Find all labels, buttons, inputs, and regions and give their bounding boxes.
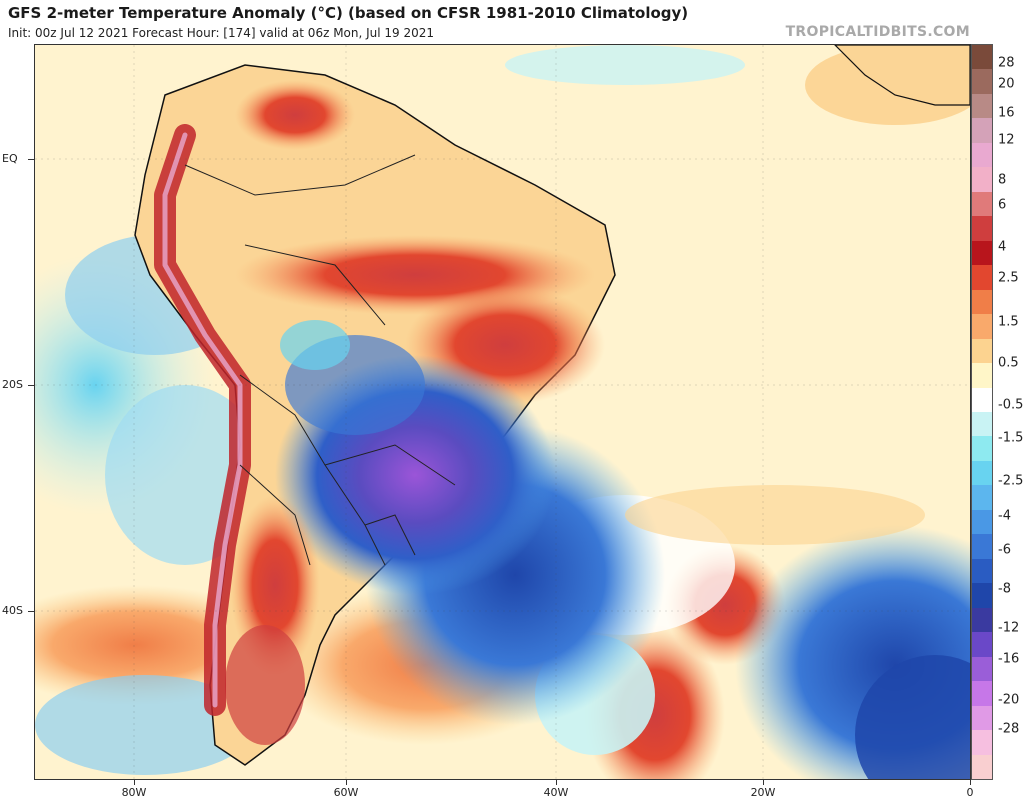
brand-watermark: TROPICALTIDBITS.COM <box>785 24 970 40</box>
legend-label: -8 <box>998 581 1011 597</box>
legend-swatch <box>972 656 992 682</box>
legend-label: 6 <box>998 197 1007 213</box>
lat-tick-eq <box>28 159 34 160</box>
lon-tick-40w <box>556 780 557 785</box>
color-legend <box>971 44 993 780</box>
legend-swatch <box>972 289 992 315</box>
lat-label-20s: 20S <box>2 378 23 391</box>
legend-swatch <box>972 460 992 486</box>
legend-label: 1.5 <box>998 314 1019 330</box>
legend-swatch <box>972 632 992 658</box>
graticule <box>35 45 970 779</box>
legend-swatch <box>972 216 992 242</box>
legend-swatch <box>972 387 992 413</box>
legend-swatch <box>972 436 992 462</box>
legend-swatch <box>972 534 992 560</box>
lat-tick-20s <box>28 385 34 386</box>
legend-label: 8 <box>998 172 1007 188</box>
lon-label-60w: 60W <box>333 786 359 799</box>
legend-swatch <box>972 45 992 70</box>
legend-swatch <box>972 167 992 193</box>
legend-swatch <box>972 607 992 633</box>
legend-label: 16 <box>998 105 1015 121</box>
lon-label-0: 0 <box>966 786 974 799</box>
lat-label-eq: EQ <box>2 152 18 165</box>
legend-swatch <box>972 558 992 584</box>
legend-label: -28 <box>998 721 1020 737</box>
legend-swatch <box>972 240 992 266</box>
legend-swatch <box>972 338 992 364</box>
lon-label-40w: 40W <box>543 786 569 799</box>
lat-label-40s: 40S <box>2 604 23 617</box>
lon-tick-0 <box>970 780 971 785</box>
anomaly-map <box>34 44 971 780</box>
legend-swatch <box>972 730 992 756</box>
map-subtitle: Init: 00z Jul 12 2021 Forecast Hour: [17… <box>8 26 435 40</box>
land-anomaly-fields <box>225 80 605 745</box>
lon-label-80w: 80W <box>121 786 147 799</box>
legend-label: -6 <box>998 542 1011 558</box>
legend-label: -16 <box>998 651 1020 667</box>
lon-tick-60w <box>346 780 347 785</box>
legend-label: 4 <box>998 239 1007 255</box>
legend-swatch <box>972 363 992 389</box>
legend-label: 12 <box>998 132 1015 148</box>
legend-swatch <box>972 681 992 707</box>
legend-swatch <box>972 583 992 609</box>
legend-label: 0.5 <box>998 355 1019 371</box>
legend-swatch <box>972 705 992 731</box>
legend-label: -4 <box>998 508 1011 524</box>
legend-swatch <box>972 485 992 511</box>
map-title: GFS 2-meter Temperature Anomaly (°C) (ba… <box>8 4 689 22</box>
legend-swatch <box>972 69 992 95</box>
africa-coast <box>834 45 970 106</box>
lon-label-20w: 20W <box>750 786 776 799</box>
lat-tick-40s <box>28 611 34 612</box>
legend-swatch <box>972 412 992 437</box>
legend-swatch <box>972 754 992 780</box>
legend-swatch <box>972 142 992 168</box>
legend-label: 2.5 <box>998 270 1019 286</box>
legend-label: -12 <box>998 620 1020 636</box>
legend-swatch <box>972 191 992 217</box>
lon-tick-80w <box>134 780 135 785</box>
legend-label: -1.5 <box>998 430 1024 446</box>
legend-label: 28 <box>998 55 1015 71</box>
legend-label: -0.5 <box>998 397 1024 413</box>
legend-swatch <box>972 93 992 119</box>
legend-swatch <box>972 509 992 535</box>
legend-label: 20 <box>998 76 1015 92</box>
andes-warm-ridge <box>154 124 251 716</box>
legend-swatch <box>972 118 992 144</box>
country-borders <box>184 154 456 566</box>
legend-swatch <box>972 314 992 340</box>
legend-label: -2.5 <box>998 473 1024 489</box>
lon-tick-20w <box>763 780 764 785</box>
legend-label: -20 <box>998 692 1020 708</box>
legend-swatch <box>972 265 992 291</box>
